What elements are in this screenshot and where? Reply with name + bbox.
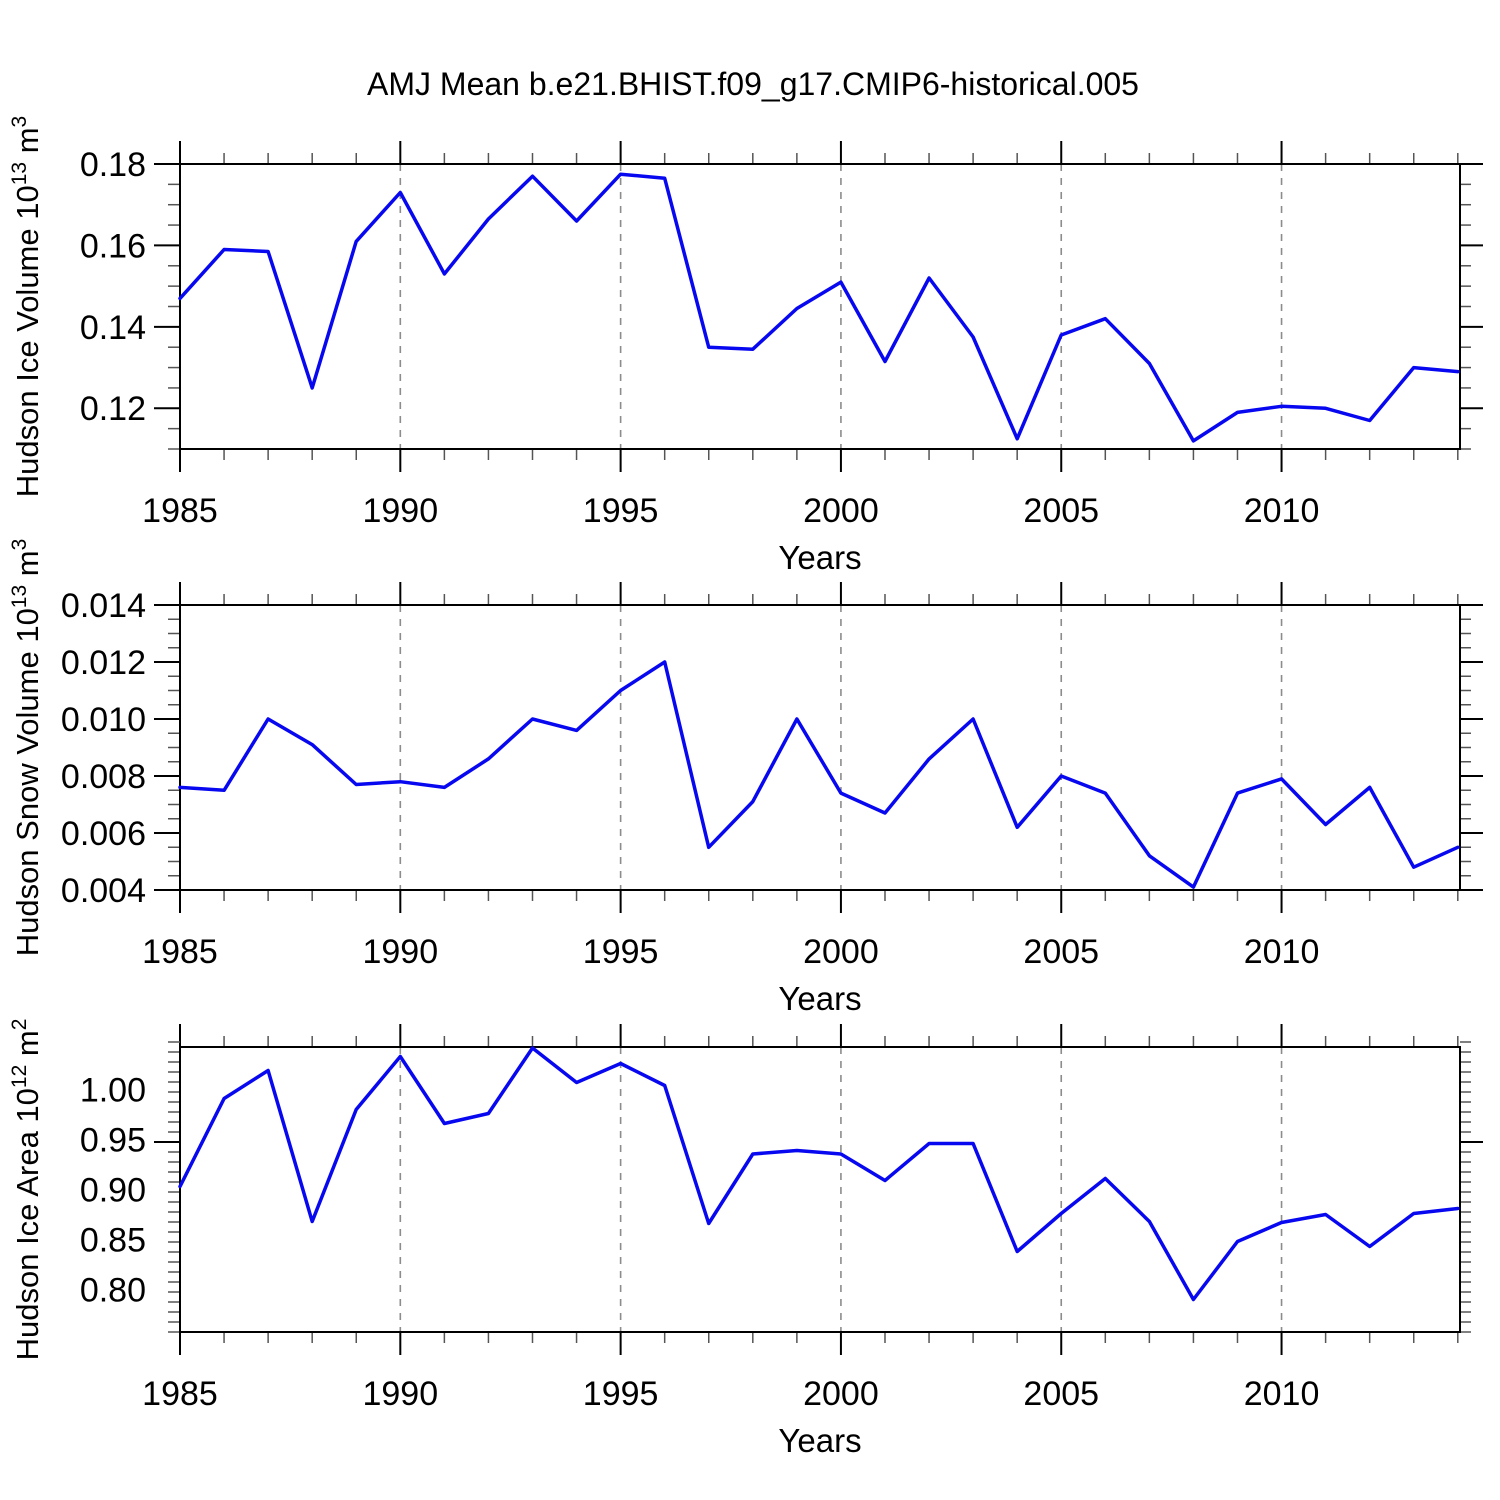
y-tick-label: 0.014 — [61, 587, 146, 625]
y-tick-label: 0.004 — [61, 872, 146, 910]
y-tick-label: 1.00 — [80, 1071, 146, 1109]
x-tick-label: 2005 — [1023, 933, 1099, 971]
x-tick-label: 1995 — [583, 1375, 659, 1413]
data-line — [178, 660, 1460, 889]
x-axis-title: Years — [778, 1422, 861, 1459]
x-tick-label: 1995 — [583, 492, 659, 530]
y-tick-label: 0.14 — [80, 309, 146, 347]
x-tick-label: 1990 — [362, 933, 438, 971]
x-axis-title: Years — [778, 980, 861, 1017]
plot-box — [179, 163, 1461, 450]
x-tick-label: 2010 — [1244, 933, 1320, 971]
x-tick-label: 1990 — [362, 1375, 438, 1413]
y-tick-label: 0.90 — [80, 1171, 146, 1209]
x-tick-label: 1985 — [142, 1375, 218, 1413]
x-axis-title: Years — [778, 539, 861, 576]
y-tick-label: 0.008 — [61, 758, 146, 796]
y-tick-label: 0.85 — [80, 1221, 146, 1259]
x-tick-label: 2005 — [1023, 1375, 1099, 1413]
y-tick-label: 0.95 — [80, 1121, 146, 1159]
plot-box — [179, 1046, 1461, 1333]
x-tick-label: 1990 — [362, 492, 438, 530]
data-line — [178, 1046, 1460, 1302]
y-tick-label: 0.006 — [61, 815, 146, 853]
x-tick-label: 2000 — [803, 492, 879, 530]
y-tick-label: 0.16 — [80, 227, 146, 265]
y-tick-label: 0.18 — [80, 146, 146, 184]
ice-volume-panel: 0.18 0.16 0.14 0.12 1985 1990 1995 2000 2005 2010… — [8, 116, 1483, 576]
y-tick-label: 0.012 — [61, 644, 146, 682]
y-tick-label: 0.12 — [80, 390, 146, 428]
y-axis-title: Hudson Snow Volume 1013 m3 — [8, 539, 45, 957]
x-tick-label: 2005 — [1023, 492, 1099, 530]
x-tick-label: 1995 — [583, 933, 659, 971]
x-tick-label: 2010 — [1244, 492, 1320, 530]
chart-title: AMJ Mean b.e21.BHIST.f09_g17.CMIP6-histo… — [367, 66, 1139, 102]
data-line — [178, 172, 1460, 443]
y-axis-title: Hudson Ice Volume 1013 m3 — [8, 116, 45, 497]
ice-area-panel: 1.00 0.95 0.90 0.85 0.80 1985 1990 1995 2000 2005… — [8, 1019, 1483, 1459]
x-tick-label: 1985 — [142, 492, 218, 530]
x-tick-label: 1985 — [142, 933, 218, 971]
x-tick-label: 2010 — [1244, 1375, 1320, 1413]
x-tick-label: 2000 — [803, 933, 879, 971]
plot-box — [179, 604, 1461, 891]
x-tick-label: 2000 — [803, 1375, 879, 1413]
y-tick-label: 0.010 — [61, 701, 146, 739]
y-axis-title: Hudson Ice Area 1012 m2 — [8, 1019, 45, 1361]
y-tick-label: 0.80 — [80, 1271, 146, 1309]
snow-volume-panel: 0.014 0.012 0.010 0.008 0.006 0.004 1985 1990 19… — [8, 539, 1483, 1017]
